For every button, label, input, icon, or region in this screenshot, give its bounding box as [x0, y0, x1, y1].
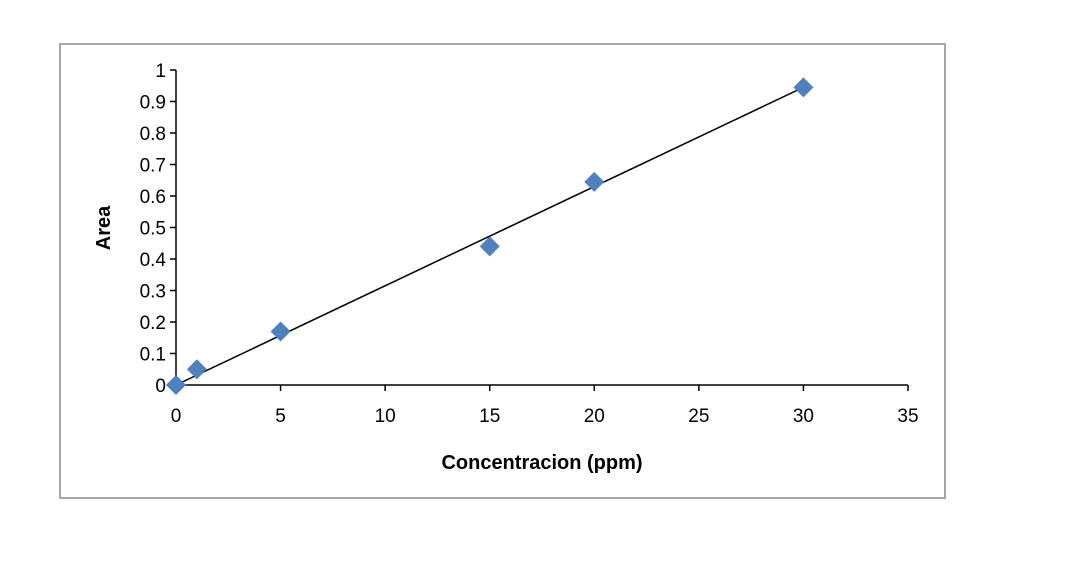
data-point: [584, 171, 605, 192]
y-tick-label: 0.2: [140, 313, 166, 334]
chart-frame: [59, 43, 946, 499]
trendline: [175, 86, 804, 386]
data-point: [270, 321, 291, 342]
x-tick-label: 35: [897, 406, 918, 427]
y-tick-label: 0.9: [140, 93, 166, 114]
y-tick-label: 1: [155, 61, 166, 82]
y-tick-label: 0.4: [140, 250, 167, 271]
data-points: [166, 77, 814, 395]
y-axis-title: Area: [93, 205, 115, 250]
y-tick-label: 0.1: [140, 345, 166, 366]
axes: 00.10.20.30.40.50.60.70.80.910 5 10 15 20 25 3…: [140, 61, 919, 427]
x-tick-label: 25: [688, 406, 709, 427]
y-tick-label: 0: [155, 376, 166, 397]
x-tick-label: 10: [375, 406, 396, 427]
y-tick-label: 0.5: [140, 219, 166, 240]
data-point: [479, 236, 500, 257]
x-tick-label: 5: [275, 406, 286, 427]
y-tick-label: 0.6: [140, 187, 166, 208]
trendline-layer: [175, 86, 804, 386]
x-tick-label: 20: [584, 406, 605, 427]
y-tick-label: 0.8: [140, 124, 166, 145]
data-point: [166, 375, 186, 395]
y-tick-label: 0.3: [140, 282, 166, 303]
y-tick-label: 0.7: [140, 156, 166, 177]
x-tick-label: 15: [479, 406, 500, 427]
data-point: [186, 359, 207, 380]
x-tick-label: 30: [793, 406, 814, 427]
x-tick-label: 0: [171, 406, 182, 427]
x-axis-title: Concentracion (ppm): [441, 452, 642, 474]
data-point: [793, 77, 814, 98]
